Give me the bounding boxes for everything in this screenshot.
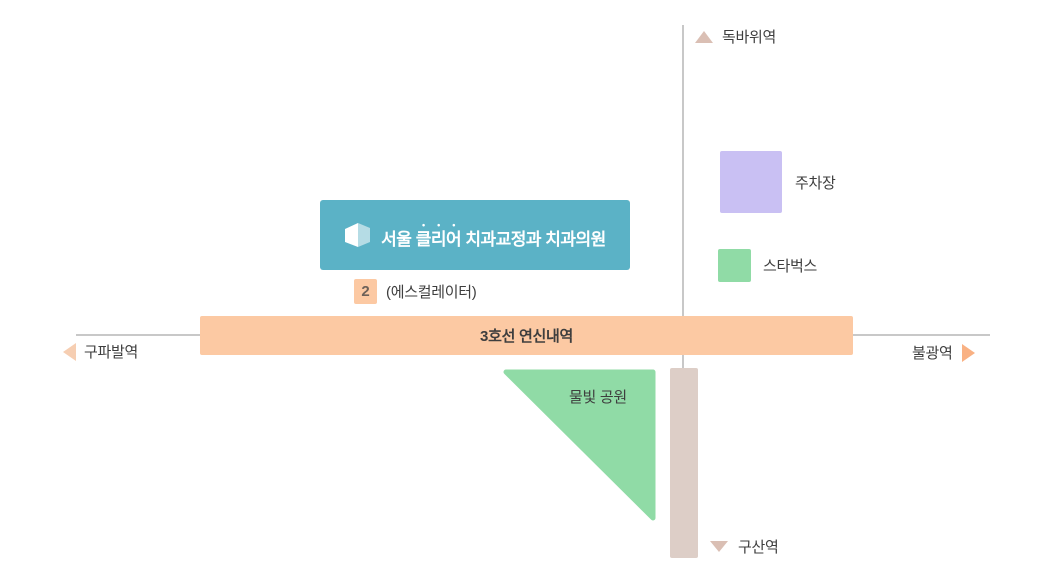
station-bulgwang: 불광역 [912,342,975,363]
arrow-right-icon [961,343,975,362]
escalator-label: (에스컬레이터) [386,284,477,301]
east-road-line [853,334,990,336]
parking-block: 주차장 [720,151,836,213]
station-gupabal-label: 구파발역 [84,344,139,361]
station-gupabal: 구파발역 [63,341,138,362]
west-road-line [76,334,200,336]
line3-bar-label: 3호선 연신내역 [480,328,573,345]
parking-label: 주차장 [795,174,836,192]
park-triangle [503,369,656,521]
arrow-down-icon [710,541,728,552]
clinic-banner: 서울 클리어 치과교정과 치과의원 [320,200,630,270]
south-road-bar [670,368,698,558]
arrow-up-icon [695,30,713,43]
clinic-logo-icon [345,223,371,247]
park-label: 물빛 공원 [569,389,627,406]
station-bulgwang-label: 불광역 [912,345,953,362]
exit-number-badge: 2 [354,279,377,304]
subway-line3-yeonsinnae-bar: 3호선 연신내역 [200,316,853,355]
arrow-left-icon [63,342,76,361]
starbucks-label: 스타벅스 [763,258,818,275]
clinic-name: 서울 클리어 치과교정과 치과의원 [381,230,606,249]
north-road-line [682,25,684,316]
escalator-marker: 2 (에스컬레이터) [354,279,477,304]
station-dokbawi: 독바위역 [695,26,776,47]
station-gusan: 구산역 [710,536,779,557]
starbucks-block: 스타벅스 [718,249,817,282]
mid-road-line [682,355,684,369]
station-gusan-label: 구산역 [738,539,779,556]
starbucks-square [718,249,751,282]
parking-square [720,151,782,213]
station-dokbawi-label: 독바위역 [722,29,777,46]
